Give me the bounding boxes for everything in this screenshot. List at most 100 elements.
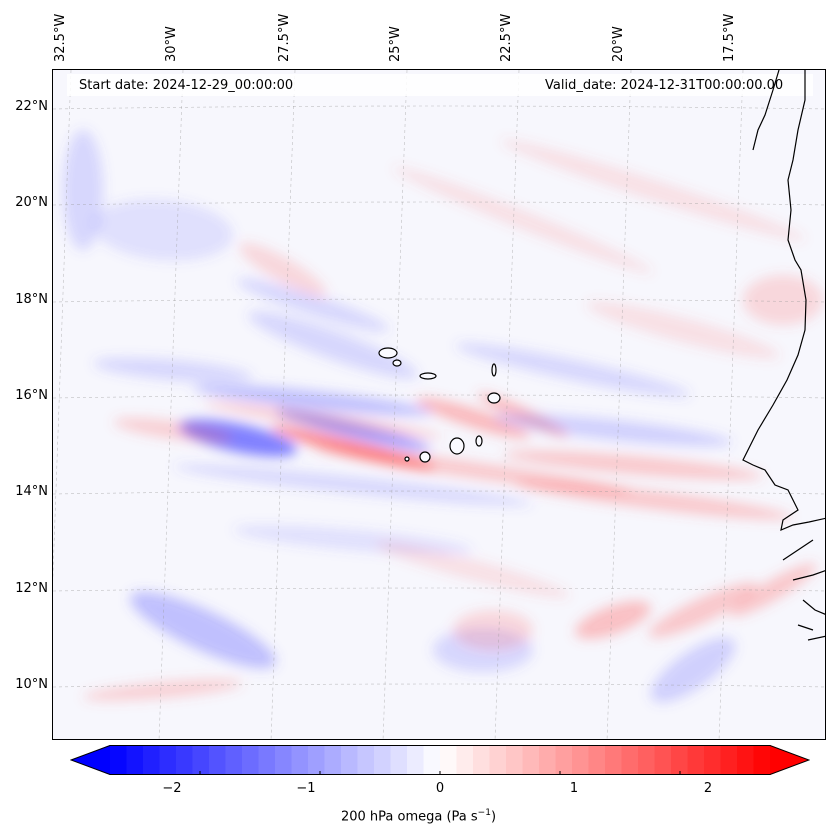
colorbar-outline (70, 745, 810, 775)
lon-label-30w: 30°W (164, 26, 179, 62)
parallel-line (53, 298, 825, 303)
omega-contours (63, 130, 823, 703)
omega-anomaly (236, 278, 390, 332)
colorbar-segment (654, 745, 672, 775)
island (419, 451, 431, 463)
lon-label-20w: 20°W (611, 26, 626, 62)
colorbar-segment (720, 745, 738, 775)
colorbar-segment (671, 745, 689, 775)
omega-anomaly (248, 311, 418, 379)
colorbar-segment (143, 745, 161, 775)
colorbar-segment (621, 745, 639, 775)
lon-label-22-5w: 22.5°W (499, 13, 514, 62)
valid-date-label: Valid_date: 2024-12-31T00:00:00.00 (545, 78, 784, 93)
island (491, 363, 497, 377)
colorbar-segment (225, 745, 243, 775)
lat-label-14n: 14°N (15, 484, 48, 499)
omega-anomaly (650, 637, 736, 703)
lon-label-32-5w: 32.5°W (53, 13, 68, 62)
colorbar-tick: −2 (162, 781, 182, 796)
colorbar-tick: −1 (296, 781, 316, 796)
island (487, 392, 501, 404)
cape-verde-islands (378, 347, 501, 463)
colorbar-segment (522, 745, 540, 775)
colorbar-segment (506, 745, 524, 775)
colorbar-segment (192, 745, 210, 775)
colorbar-segment (324, 745, 342, 775)
lon-label-25w: 25°W (388, 26, 403, 62)
island (392, 359, 402, 367)
parallel-line (53, 201, 825, 206)
colorbar-segment (423, 745, 441, 775)
colorbar-segment (291, 745, 309, 775)
meridian-line (158, 70, 184, 739)
colorbar-segment (572, 745, 590, 775)
colorbar-segment (605, 745, 623, 775)
colorbar-segment (242, 745, 260, 775)
omega-anomaly (204, 401, 442, 439)
omega-anomaly (193, 384, 433, 416)
colorbar-tick: 1 (569, 781, 579, 796)
meridian-line (606, 70, 632, 739)
colorbar-segment (473, 745, 491, 775)
colorbar-segment (588, 745, 606, 775)
omega-anomaly (453, 610, 533, 650)
colorbar-segment (539, 745, 557, 775)
lat-label-22n: 22°N (15, 99, 48, 114)
guinea-coast (782, 539, 825, 641)
colorbar-segment (638, 745, 656, 775)
meridian-line (270, 70, 296, 739)
lat-label-18n: 18°N (15, 292, 48, 307)
colorbar-segment (374, 745, 392, 775)
lat-label-12n: 12°N (15, 581, 48, 596)
colorbar-segment (440, 745, 458, 775)
omega-anomaly (393, 166, 653, 274)
colorbar-segment (258, 745, 276, 775)
colorbar-segment (737, 745, 755, 775)
start-date-label: Start date: 2024-12-29_00:00:00 (79, 78, 294, 93)
lon-label-17-5w: 17.5°W (722, 13, 737, 62)
omega-anomaly (503, 450, 763, 480)
colorbar-min-extend (71, 745, 110, 775)
colorbar-tick: 0 (435, 781, 445, 796)
africa-coast (742, 70, 825, 531)
lon-label-27-5w: 27.5°W (277, 13, 292, 62)
header-box (67, 74, 813, 96)
colorbar-segment (110, 745, 128, 775)
lat-label-16n: 16°N (15, 388, 48, 403)
colorbar-segment (407, 745, 425, 775)
colorbar-segment (753, 745, 771, 775)
colorbar-label: 200 hPa omega (Pa s−1) (340, 808, 497, 825)
omega-anomaly (130, 591, 276, 669)
omega-anomaly (743, 275, 823, 325)
meridian-line (718, 70, 744, 739)
omega-anomaly (648, 582, 758, 638)
island (449, 437, 465, 455)
omega-anomaly (575, 601, 651, 639)
colorbar-tick: 2 (703, 781, 713, 796)
colorbar-segment (390, 745, 408, 775)
map-panel (52, 69, 826, 740)
island (378, 347, 398, 359)
colorbar-segment (209, 745, 227, 775)
graticule (53, 70, 825, 739)
omega-anomaly (93, 199, 233, 261)
meridian-line (494, 70, 520, 739)
colorbar (70, 745, 810, 775)
parallel-line (53, 394, 825, 399)
coastline (742, 70, 825, 641)
meridian-line (382, 70, 408, 739)
omega-field-map (53, 70, 825, 739)
omega-anomaly (493, 413, 733, 447)
island (404, 456, 410, 462)
island (475, 435, 483, 447)
omega-anomaly (63, 130, 103, 250)
omega-anomaly (173, 464, 533, 506)
colorbar-segment (704, 745, 722, 775)
colorbar-segment (687, 745, 705, 775)
omega-anomaly (314, 446, 632, 494)
colorbar-segment (489, 745, 507, 775)
omega-anomaly (113, 417, 233, 443)
parallel-line (53, 105, 825, 110)
colorbar-segment (176, 745, 194, 775)
